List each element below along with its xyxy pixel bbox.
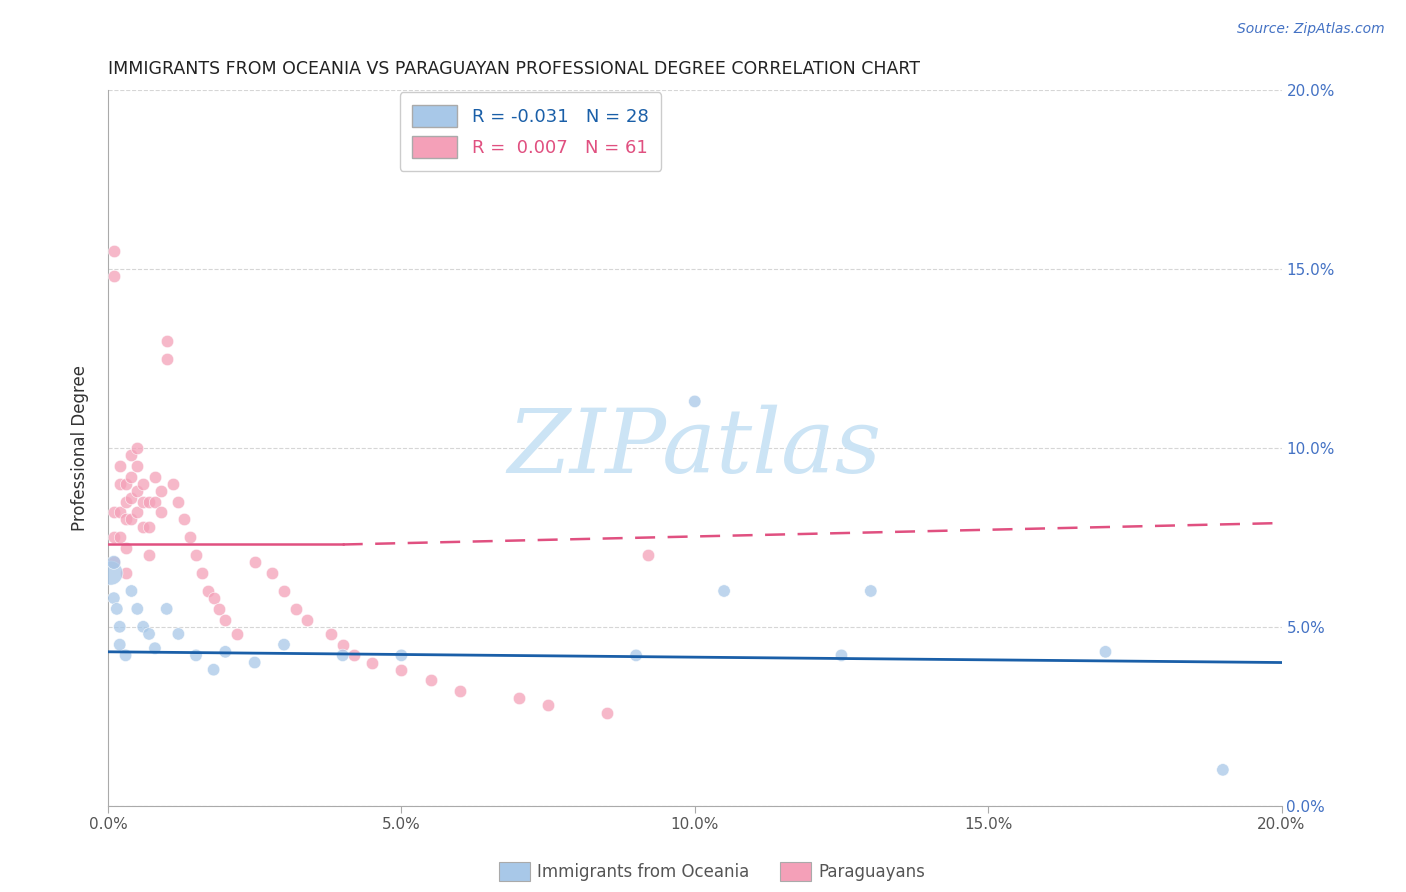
Point xyxy=(138,519,160,533)
Point xyxy=(127,505,149,519)
Point xyxy=(202,591,225,606)
Point xyxy=(184,548,207,562)
Point xyxy=(637,548,659,562)
Point xyxy=(167,627,190,641)
Point xyxy=(103,244,125,259)
Point xyxy=(184,648,207,663)
Point xyxy=(105,602,128,616)
Text: Immigrants from Oceania: Immigrants from Oceania xyxy=(537,863,749,881)
Point xyxy=(1212,763,1234,777)
Point xyxy=(508,691,530,706)
Point xyxy=(624,648,647,663)
Point xyxy=(108,505,131,519)
Point xyxy=(103,269,125,284)
Point xyxy=(120,448,142,462)
Point xyxy=(120,491,142,505)
Point xyxy=(243,555,266,569)
Point xyxy=(191,566,214,581)
Point xyxy=(132,494,155,508)
Point xyxy=(419,673,441,688)
Point xyxy=(114,566,136,581)
Point xyxy=(127,458,149,473)
Point xyxy=(596,706,619,720)
Point xyxy=(127,602,149,616)
Point xyxy=(830,648,852,663)
Point xyxy=(103,530,125,544)
Point xyxy=(208,602,231,616)
Point xyxy=(156,602,179,616)
Point xyxy=(103,555,125,569)
Point xyxy=(114,476,136,491)
Point xyxy=(132,519,155,533)
Point xyxy=(284,602,307,616)
Text: Source: ZipAtlas.com: Source: ZipAtlas.com xyxy=(1237,22,1385,37)
Point xyxy=(120,469,142,483)
Point xyxy=(319,627,342,641)
Text: IMMIGRANTS FROM OCEANIA VS PARAGUAYAN PROFESSIONAL DEGREE CORRELATION CHART: IMMIGRANTS FROM OCEANIA VS PARAGUAYAN PR… xyxy=(108,60,920,78)
Legend: R = -0.031   N = 28, R =  0.007   N = 61: R = -0.031 N = 28, R = 0.007 N = 61 xyxy=(399,92,661,170)
Point xyxy=(103,555,125,569)
Point xyxy=(389,663,412,677)
Point xyxy=(143,469,166,483)
Point xyxy=(156,334,179,348)
Point xyxy=(127,483,149,498)
Point xyxy=(100,566,122,581)
Point xyxy=(297,613,319,627)
Point xyxy=(120,512,142,526)
Point xyxy=(108,620,131,634)
Point xyxy=(179,530,201,544)
Point xyxy=(1094,645,1116,659)
Point xyxy=(114,648,136,663)
Y-axis label: Professional Degree: Professional Degree xyxy=(72,365,89,531)
Point xyxy=(214,613,236,627)
Point xyxy=(332,648,354,663)
Point xyxy=(167,494,190,508)
Point xyxy=(138,627,160,641)
Text: ZIPatlas: ZIPatlas xyxy=(508,404,882,491)
Point xyxy=(108,638,131,652)
Point xyxy=(149,505,172,519)
Point xyxy=(197,584,219,599)
Point xyxy=(361,656,384,670)
Point xyxy=(273,638,295,652)
Point xyxy=(127,441,149,455)
Point xyxy=(143,641,166,656)
Point xyxy=(114,494,136,508)
Point xyxy=(114,541,136,555)
Point xyxy=(103,591,125,606)
Point xyxy=(273,584,295,599)
Point xyxy=(243,656,266,670)
Point xyxy=(114,512,136,526)
Point xyxy=(389,648,412,663)
Point xyxy=(343,648,366,663)
Point xyxy=(162,476,184,491)
Point xyxy=(120,584,142,599)
Point xyxy=(202,663,225,677)
Point xyxy=(859,584,882,599)
Point xyxy=(262,566,284,581)
Point xyxy=(149,483,172,498)
Point xyxy=(537,698,560,713)
Point xyxy=(449,684,471,698)
Point xyxy=(226,627,249,641)
Point xyxy=(103,505,125,519)
Point xyxy=(138,494,160,508)
Point xyxy=(132,620,155,634)
Point xyxy=(108,476,131,491)
Point xyxy=(132,476,155,491)
Point xyxy=(173,512,195,526)
Text: Paraguayans: Paraguayans xyxy=(818,863,925,881)
Point xyxy=(214,645,236,659)
Point xyxy=(713,584,735,599)
Point xyxy=(108,530,131,544)
Point xyxy=(156,351,179,366)
Point xyxy=(138,548,160,562)
Point xyxy=(108,458,131,473)
Point xyxy=(683,394,706,409)
Point xyxy=(143,494,166,508)
Point xyxy=(332,638,354,652)
